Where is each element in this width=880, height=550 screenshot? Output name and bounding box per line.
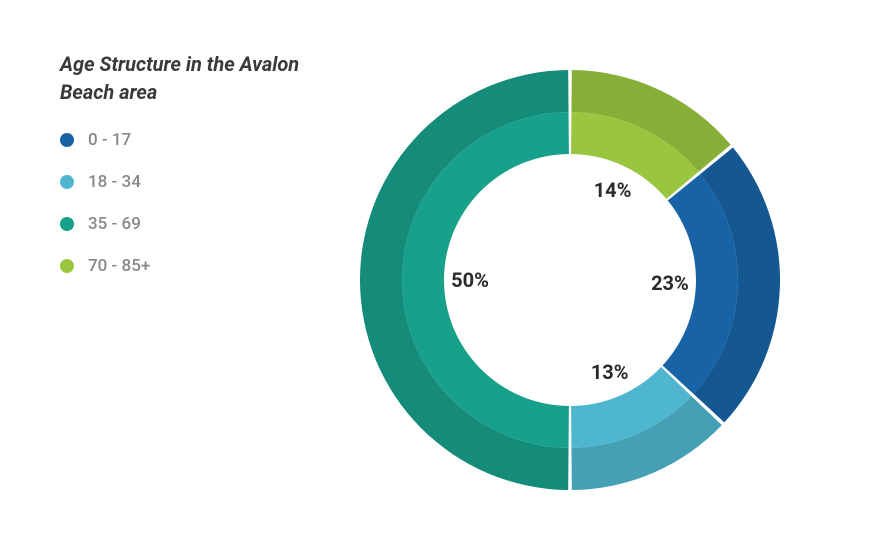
legend-dot-icon	[60, 259, 74, 273]
legend-item-70-85plus: 70 - 85+	[60, 256, 310, 276]
legend-label: 18 - 34	[88, 172, 141, 192]
value-label-0-17: 23%	[651, 271, 689, 295]
legend-item-35-69: 35 - 69	[60, 214, 310, 234]
donut-chart: 14% 23% 13% 50%	[360, 70, 780, 490]
value-label-18-34: 13%	[591, 360, 629, 384]
legend-label: 70 - 85+	[88, 256, 150, 276]
legend-block: Age Structure in the Avalon Beach area 0…	[60, 50, 310, 276]
legend-dot-icon	[60, 175, 74, 189]
legend-label: 35 - 69	[88, 214, 141, 234]
legend-list: 0 - 17 18 - 34 35 - 69 70 - 85+	[60, 130, 310, 276]
chart-title: Age Structure in the Avalon Beach area	[60, 50, 310, 106]
legend-label: 0 - 17	[88, 130, 131, 150]
legend-dot-icon	[60, 133, 74, 147]
legend-item-0-17: 0 - 17	[60, 130, 310, 150]
value-label-70-85plus: 14%	[594, 178, 632, 202]
legend-item-18-34: 18 - 34	[60, 172, 310, 192]
value-label-35-69: 50%	[451, 268, 489, 292]
legend-dot-icon	[60, 217, 74, 231]
